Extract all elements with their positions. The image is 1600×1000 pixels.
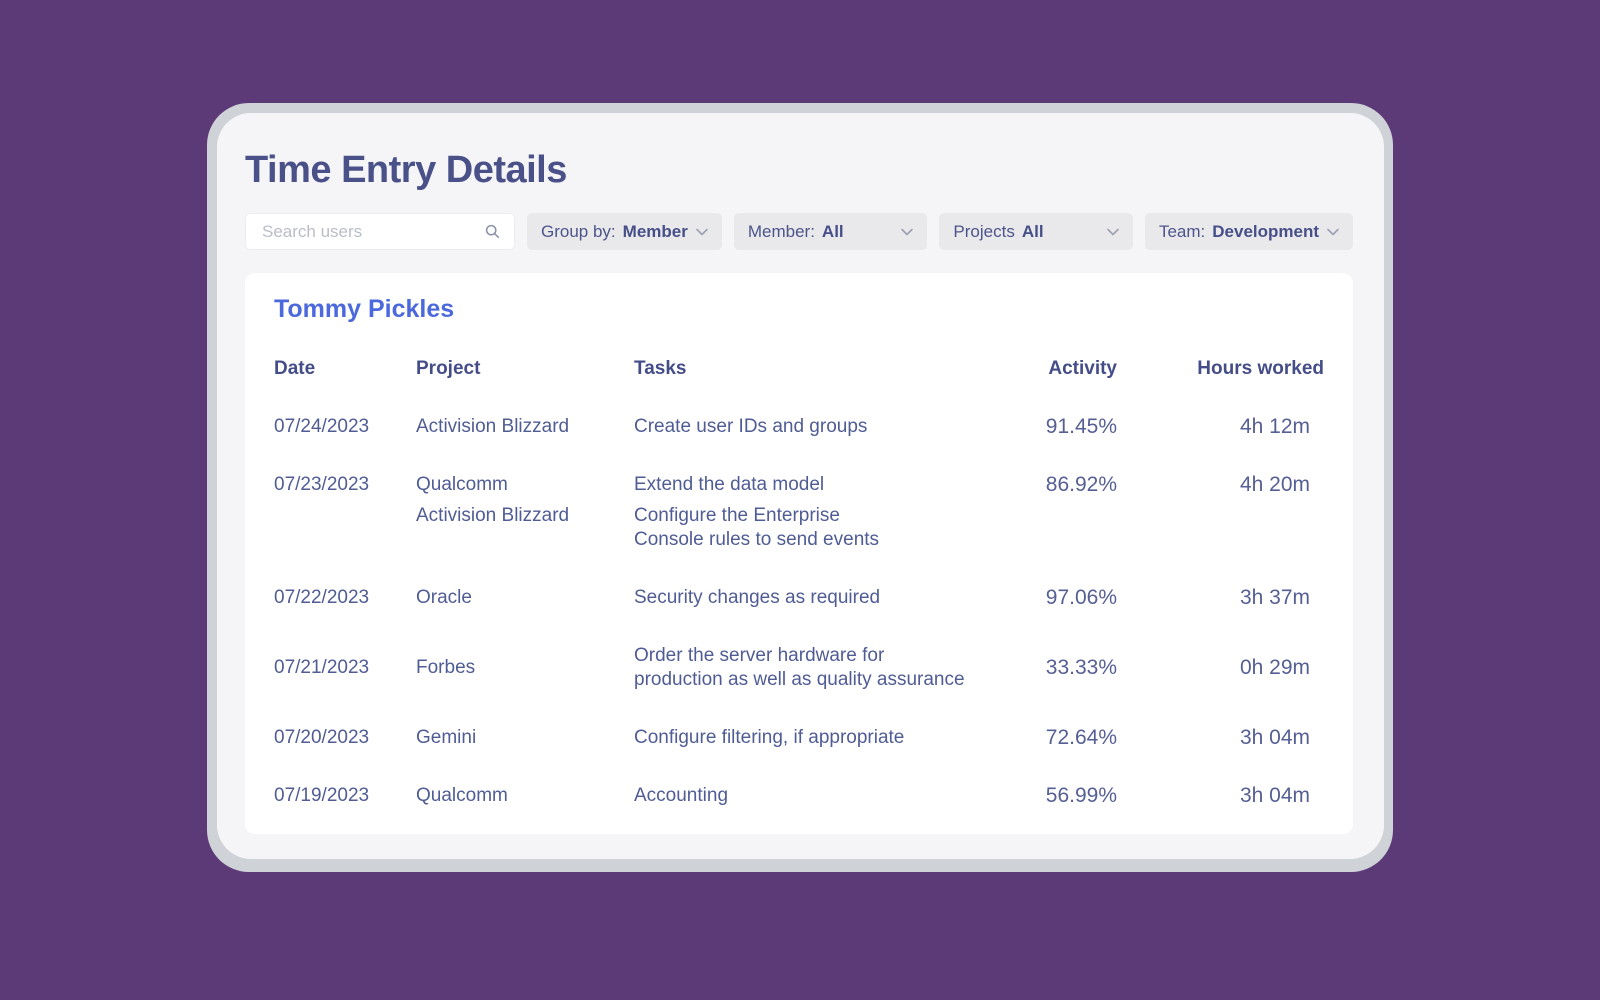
cell-hours-worked: 4h 20m — [1239, 473, 1310, 496]
column-header-project: Project — [416, 358, 481, 379]
cell-project: Activision Blizzard — [416, 416, 570, 437]
cell-hours-worked: 3h 04m — [1239, 726, 1310, 749]
row-entries: Forbes Order the server hardware for pro… — [416, 644, 989, 692]
projects-label: Projects — [953, 221, 1015, 241]
member-panel: Tommy Pickles Date Project Tasks Activit… — [245, 273, 1353, 834]
table-row: 07/23/2023 Qualcomm Extend the data mode… — [274, 473, 1324, 552]
cell-activity: 97.06% — [1045, 586, 1117, 609]
search-box[interactable] — [245, 213, 515, 250]
cell-activity: 56.99% — [1045, 784, 1117, 807]
row-entries: Qualcomm Extend the data model Activisio… — [416, 473, 989, 552]
row-entries: Gemini Configure filtering, if appropria… — [416, 726, 989, 750]
row-entry: Qualcomm Extend the data model — [416, 473, 989, 497]
cell-activity: 33.33% — [1045, 656, 1117, 679]
cell-task: Accounting — [634, 785, 729, 806]
row-entry: Qualcomm Accounting — [416, 784, 989, 808]
projects-value: All — [1021, 221, 1044, 241]
cell-activity: 91.45% — [1045, 415, 1117, 438]
app-card-shadow: Time Entry Details Group by: Member — [207, 103, 1393, 872]
team-dropdown[interactable]: Team: Development — [1144, 213, 1354, 250]
cell-activity: 86.92% — [1045, 473, 1117, 496]
cell-hours-worked: 0h 29m — [1239, 656, 1310, 679]
member-dropdown[interactable]: Member: All — [733, 213, 928, 250]
row-entry: Gemini Configure filtering, if appropria… — [416, 726, 989, 750]
table-row: 07/24/2023 Activision Blizzard Create us… — [274, 415, 1324, 439]
cell-project: Oracle — [416, 587, 472, 608]
cell-date: 07/20/2023 — [274, 727, 370, 748]
cell-task: Configure the Enterprise Console rules t… — [634, 505, 880, 550]
cell-project: Gemini — [416, 727, 477, 748]
group-by-value: Member — [622, 221, 688, 241]
app-card: Time Entry Details Group by: Member — [217, 113, 1384, 859]
cell-project: Qualcomm — [416, 474, 508, 495]
member-label: Member: — [747, 221, 815, 241]
row-entry: Activision Blizzard Configure the Enterp… — [416, 504, 989, 552]
search-icon — [485, 224, 500, 239]
cell-task: Security changes as required — [634, 587, 881, 608]
chevron-down-icon — [696, 228, 708, 236]
table-row: 07/19/2023 Qualcomm Accounting 56.99% 3h… — [274, 784, 1324, 808]
team-label: Team: — [1158, 221, 1206, 241]
cell-date: 07/24/2023 — [274, 416, 370, 437]
cell-hours-worked: 3h 04m — [1239, 784, 1310, 807]
row-entry: Forbes Order the server hardware for pro… — [416, 644, 989, 692]
chevron-down-icon — [901, 228, 914, 236]
column-header-tasks: Tasks — [634, 358, 687, 379]
row-entries: Activision Blizzard Create user IDs and … — [416, 415, 989, 439]
cell-date: 07/21/2023 — [274, 657, 370, 678]
team-value: Development — [1212, 221, 1320, 241]
member-value: All — [821, 221, 844, 241]
group-by-label: Group by: — [541, 221, 616, 241]
cell-task: Configure filtering, if appropriate — [634, 727, 905, 748]
cell-date: 07/23/2023 — [274, 474, 370, 495]
cell-hours-worked: 3h 37m — [1239, 586, 1310, 609]
cell-date: 07/22/2023 — [274, 587, 370, 608]
row-entries: Oracle Security changes as required — [416, 586, 989, 610]
table-header-row: Date Project Tasks Activity Hours worked — [274, 357, 1324, 381]
row-entry: Activision Blizzard Create user IDs and … — [416, 415, 989, 439]
chevron-down-icon — [1327, 228, 1339, 236]
member-name: Tommy Pickles — [274, 295, 455, 323]
column-header-activity: Activity — [1048, 358, 1117, 379]
row-entry: Oracle Security changes as required — [416, 586, 989, 610]
column-header-hours-worked: Hours worked — [1197, 358, 1324, 379]
cell-task: Create user IDs and groups — [634, 416, 868, 437]
table-row: 07/22/2023 Oracle Security changes as re… — [274, 586, 1324, 610]
group-by-dropdown[interactable]: Group by: Member — [527, 213, 722, 250]
projects-dropdown[interactable]: Projects All — [939, 213, 1133, 250]
table-row: 07/20/2023 Gemini Configure filtering, i… — [274, 726, 1324, 750]
filter-bar: Group by: Member Member: All Projects All — [245, 213, 1354, 250]
cell-project: Forbes — [416, 657, 476, 678]
cell-date: 07/19/2023 — [274, 785, 370, 806]
search-input[interactable] — [260, 220, 485, 243]
chevron-down-icon — [1107, 228, 1119, 236]
row-entries: Qualcomm Accounting — [416, 784, 989, 808]
cell-hours-worked: 4h 12m — [1239, 415, 1310, 438]
page-title: Time Entry Details — [245, 149, 567, 191]
cell-project: Activision Blizzard — [416, 505, 570, 526]
cell-project: Qualcomm — [416, 785, 508, 806]
cell-task: Order the server hardware for production… — [634, 645, 965, 690]
cell-activity: 72.64% — [1045, 726, 1117, 749]
column-header-date: Date — [274, 358, 316, 379]
table-row: 07/21/2023 Forbes Order the server hardw… — [274, 644, 1324, 692]
cell-task: Extend the data model — [634, 474, 825, 495]
